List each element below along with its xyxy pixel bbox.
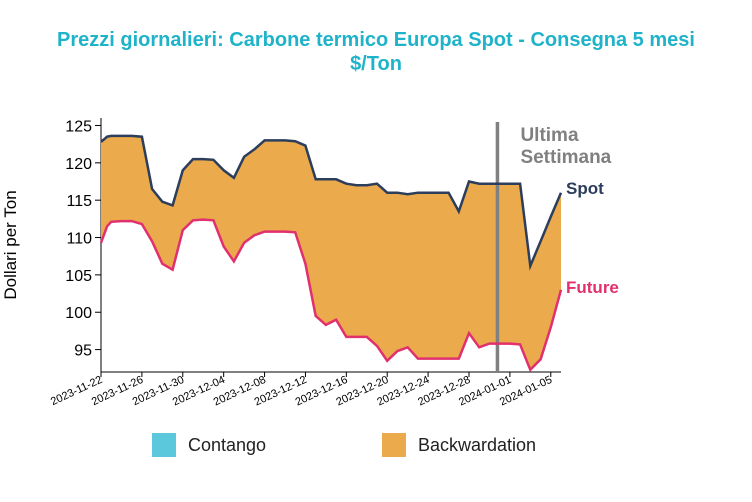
- y-tick-label: 125: [65, 118, 92, 135]
- backwardation-area: [101, 135, 561, 370]
- legend-contango: Contango: [152, 432, 266, 458]
- spot-series-label: Spot: [566, 179, 604, 198]
- chart-title-line1: Prezzi giornalieri: Carbone termico Euro…: [57, 29, 695, 51]
- y-tick-label: 100: [65, 305, 92, 322]
- y-tick-label: 105: [65, 268, 92, 285]
- spot-series-line: [100, 134, 563, 271]
- future-series-line: [99, 218, 563, 373]
- y-axis-label: Dollari per Ton: [1, 190, 20, 299]
- future-series-label: Future: [566, 278, 619, 297]
- chart-title-line2: $/Ton: [350, 53, 402, 75]
- marker-label-line: Ultima: [520, 125, 579, 146]
- legend-backwardation-label: Backwardation: [418, 434, 537, 455]
- y-tick-label: 115: [66, 193, 92, 210]
- chart-plot: 951001051101151201252023-11-222023-11-26…: [1, 118, 619, 409]
- y-tick-label: 95: [74, 343, 92, 360]
- legend-backwardation: Backwardation: [382, 432, 536, 458]
- contango-swatch: [152, 433, 176, 457]
- legend-contango-label: Contango: [188, 434, 267, 455]
- marker-label-line: Settimana: [520, 147, 611, 168]
- y-tick-label: 110: [66, 231, 92, 248]
- backwardation-swatch: [382, 433, 406, 457]
- y-tick-label: 120: [65, 156, 92, 173]
